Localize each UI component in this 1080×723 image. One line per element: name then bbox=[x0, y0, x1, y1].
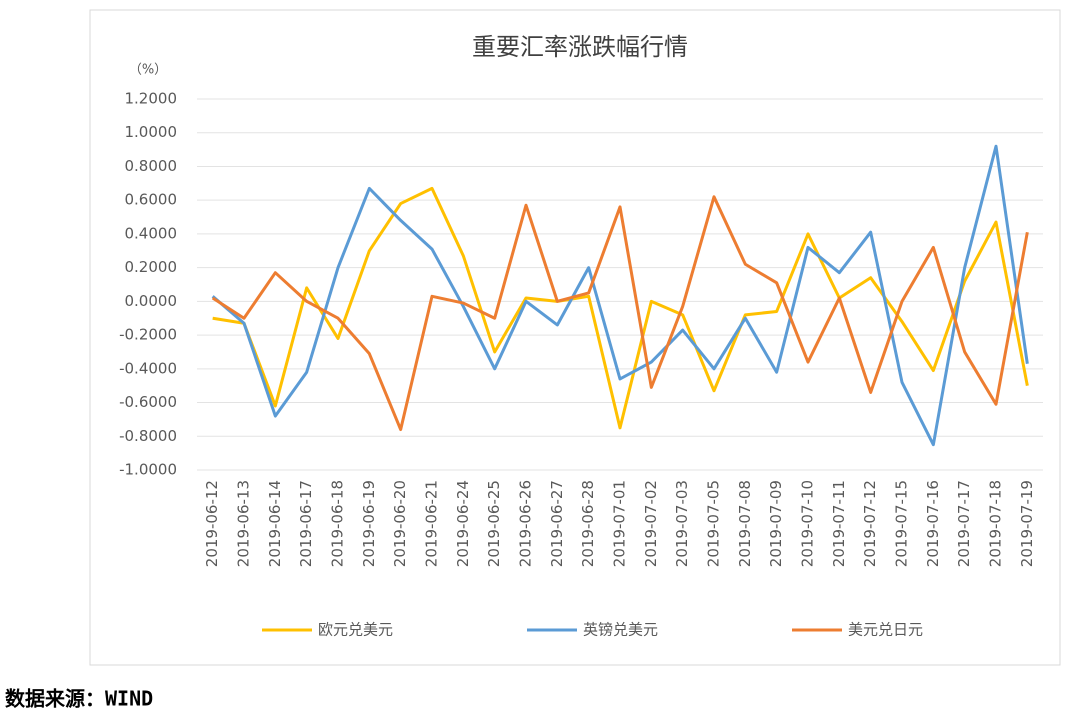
y-tick-label: -0.6000 bbox=[119, 393, 177, 411]
y-tick-label: 0.8000 bbox=[125, 157, 178, 175]
y-tick-label: 0.4000 bbox=[125, 224, 178, 242]
legend-label: 欧元兑美元 bbox=[318, 621, 393, 639]
x-tick-label: 2019-06-20 bbox=[391, 480, 409, 567]
x-tick-label: 2019-07-19 bbox=[1018, 480, 1036, 567]
x-tick-label: 2019-06-27 bbox=[548, 480, 566, 567]
x-tick-label: 2019-06-21 bbox=[423, 480, 441, 567]
x-tick-label: 2019-07-12 bbox=[861, 480, 879, 567]
x-tick-label: 2019-06-19 bbox=[360, 480, 378, 567]
legend-label: 美元兑日元 bbox=[848, 621, 923, 639]
series-line bbox=[212, 186, 1029, 430]
x-tick-label: 2019-06-24 bbox=[454, 480, 472, 567]
x-tick-label: 2019-07-18 bbox=[987, 480, 1005, 567]
x-tick-label: 2019-07-11 bbox=[830, 480, 848, 567]
y-tick-label: 0.2000 bbox=[125, 258, 178, 276]
x-tick-label: 2019-06-14 bbox=[266, 480, 284, 567]
x-tick-label: 2019-06-28 bbox=[579, 480, 597, 567]
y-tick-label: -0.8000 bbox=[119, 427, 177, 445]
x-tick-label: 2019-07-09 bbox=[767, 480, 785, 567]
x-tick-label: 2019-07-01 bbox=[611, 480, 629, 567]
x-tick-label: 2019-06-13 bbox=[235, 480, 253, 567]
x-tick-label: 2019-07-17 bbox=[955, 480, 973, 567]
x-tick-label: 2019-06-18 bbox=[329, 480, 347, 567]
y-tick-label: -0.2000 bbox=[119, 326, 177, 344]
legend-label: 英镑兑美元 bbox=[583, 621, 658, 639]
x-tick-label: 2019-07-16 bbox=[924, 480, 942, 567]
series-line bbox=[211, 195, 1029, 432]
chart-title: 重要汇率涨跌幅行情 bbox=[472, 33, 688, 61]
y-tick-label: 1.0000 bbox=[125, 123, 178, 141]
y-tick-label: 0.0000 bbox=[125, 292, 178, 310]
y-tick-label: -0.4000 bbox=[119, 359, 177, 377]
x-tick-label: 2019-06-26 bbox=[517, 480, 535, 567]
x-tick-label: 2019-07-10 bbox=[799, 480, 817, 567]
x-tick-label: 2019-06-17 bbox=[297, 480, 315, 567]
x-tick-label: 2019-07-08 bbox=[736, 480, 754, 567]
x-tick-label: 2019-06-12 bbox=[203, 480, 221, 567]
y-tick-label: -1.0000 bbox=[119, 461, 177, 479]
x-tick-label: 2019-06-25 bbox=[485, 480, 503, 567]
x-tick-label: 2019-07-03 bbox=[673, 480, 691, 567]
x-tick-label: 2019-07-02 bbox=[642, 480, 660, 567]
x-tick-label: 2019-07-15 bbox=[893, 480, 911, 567]
source-note: 数据来源：WIND bbox=[5, 687, 153, 711]
chart-frame bbox=[89, 9, 1061, 666]
y-tick-label: 1.2000 bbox=[125, 90, 178, 108]
y-tick-label: 0.6000 bbox=[125, 191, 178, 209]
unit-label: （%） bbox=[129, 63, 167, 78]
x-tick-label: 2019-07-05 bbox=[705, 480, 723, 567]
